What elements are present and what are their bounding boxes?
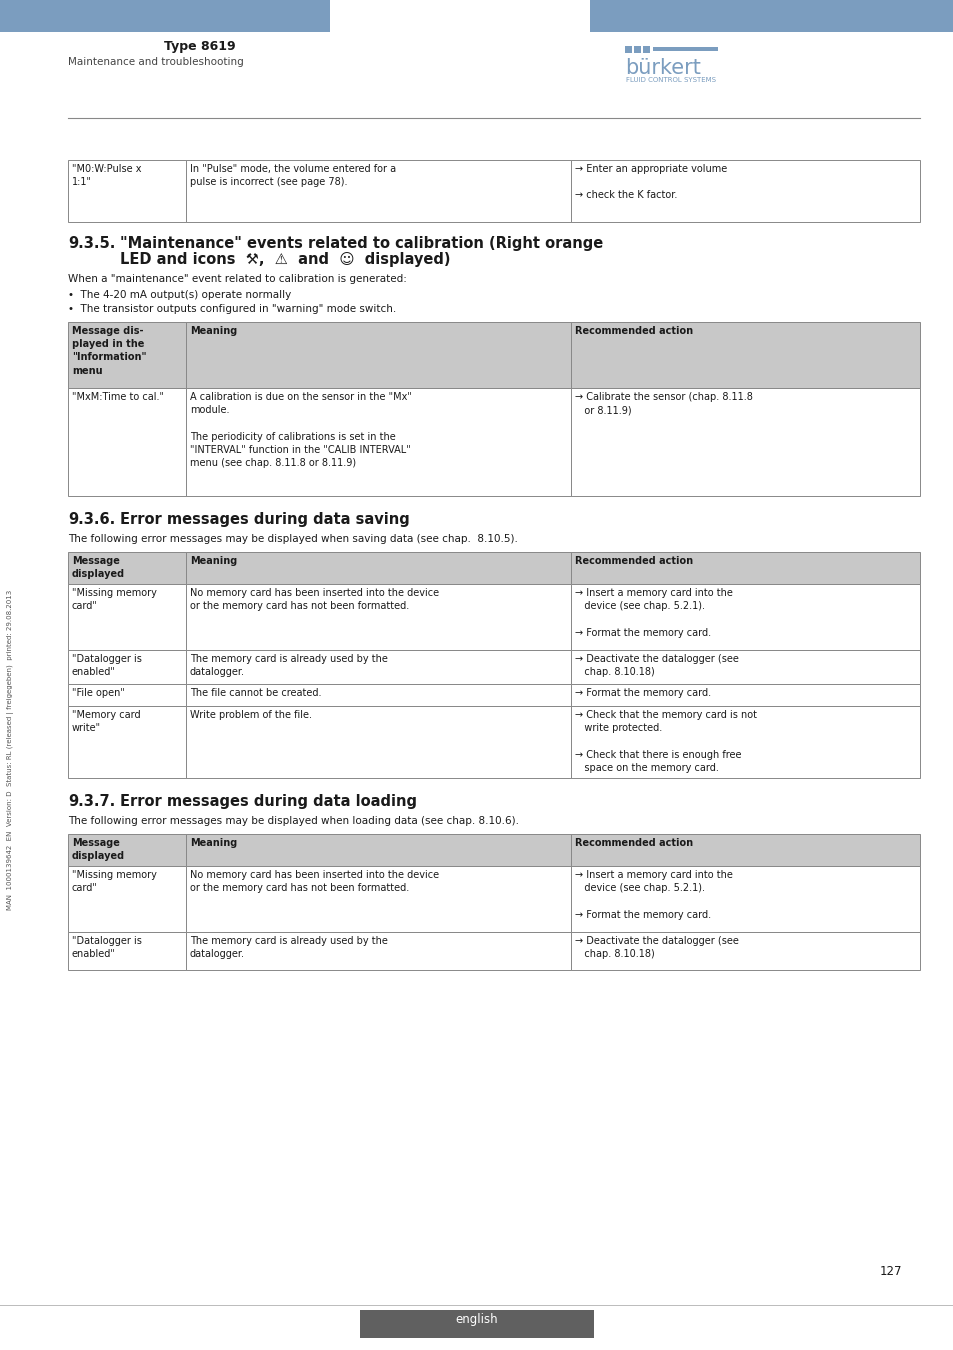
Text: Meaning: Meaning — [190, 838, 237, 848]
Bar — [186, 834, 571, 865]
Bar — [186, 865, 571, 931]
Text: → Enter an appropriate volume

→ check the K factor.: → Enter an appropriate volume → check th… — [575, 163, 726, 200]
Text: → Check that the memory card is not
   write protected.

→ Check that there is e: → Check that the memory card is not writ… — [575, 710, 757, 772]
Bar — [186, 706, 571, 778]
Text: Write problem of the file.: Write problem of the file. — [190, 710, 312, 720]
Bar — [186, 684, 571, 706]
Bar — [186, 323, 571, 387]
Text: 9.3.5.: 9.3.5. — [68, 236, 115, 251]
Bar — [571, 161, 919, 221]
Text: The memory card is already used by the
datalogger.: The memory card is already used by the d… — [190, 653, 388, 678]
Text: The following error messages may be displayed when saving data (see chap.  8.10.: The following error messages may be disp… — [68, 535, 517, 544]
Text: "Maintenance" events related to calibration (Right orange: "Maintenance" events related to calibrat… — [120, 236, 602, 251]
Bar — [571, 931, 919, 971]
Bar — [68, 323, 186, 387]
Text: english: english — [456, 1314, 497, 1326]
Bar — [652, 47, 718, 51]
Bar — [186, 649, 571, 684]
Bar — [68, 931, 186, 971]
Bar — [571, 387, 919, 495]
Text: → Format the memory card.: → Format the memory card. — [575, 688, 710, 698]
Bar — [571, 649, 919, 684]
Bar — [68, 387, 186, 495]
Text: MAN  1000139642  EN  Version: D  Status: RL (released | freigegeben)  printed: 2: MAN 1000139642 EN Version: D Status: RL … — [8, 590, 14, 910]
Bar — [186, 931, 571, 971]
Text: Meaning: Meaning — [190, 325, 237, 336]
Text: Error messages during data loading: Error messages during data loading — [120, 794, 416, 809]
Text: → Insert a memory card into the
   device (see chap. 5.2.1).

→ Format the memor: → Insert a memory card into the device (… — [575, 869, 732, 919]
Bar — [0, 0, 330, 32]
Bar — [571, 552, 919, 585]
Text: "Datalogger is
enabled": "Datalogger is enabled" — [71, 653, 142, 678]
Text: "Datalogger is
enabled": "Datalogger is enabled" — [71, 936, 142, 960]
Bar — [68, 865, 186, 931]
Text: Message
displayed: Message displayed — [71, 556, 125, 579]
Text: Recommended action: Recommended action — [575, 556, 693, 566]
Bar — [571, 834, 919, 865]
Bar — [359, 1310, 594, 1338]
Bar — [571, 323, 919, 387]
Text: No memory card has been inserted into the device
or the memory card has not been: No memory card has been inserted into th… — [190, 869, 438, 894]
Text: •  The transistor outputs configured in "warning" mode switch.: • The transistor outputs configured in "… — [68, 304, 395, 315]
Bar — [68, 649, 186, 684]
Bar — [642, 46, 649, 53]
Text: Message dis-
played in the
"Information"
menu: Message dis- played in the "Information"… — [71, 325, 147, 375]
Bar — [571, 706, 919, 778]
Bar — [68, 585, 186, 649]
Text: "Memory card
write": "Memory card write" — [71, 710, 140, 733]
Text: 9.3.6.: 9.3.6. — [68, 512, 115, 526]
Text: "M0:W:Pulse x
1:1": "M0:W:Pulse x 1:1" — [71, 163, 141, 188]
Text: → Calibrate the sensor (chap. 8.11.8
   or 8.11.9): → Calibrate the sensor (chap. 8.11.8 or … — [575, 392, 752, 416]
Text: Message
displayed: Message displayed — [71, 838, 125, 861]
Bar — [186, 552, 571, 585]
Bar — [68, 706, 186, 778]
Text: The memory card is already used by the
datalogger.: The memory card is already used by the d… — [190, 936, 388, 960]
Text: Type 8619: Type 8619 — [164, 40, 235, 53]
Text: "File open": "File open" — [71, 688, 125, 698]
Text: FLUID CONTROL SYSTEMS: FLUID CONTROL SYSTEMS — [625, 77, 716, 82]
Text: Maintenance and troubleshooting: Maintenance and troubleshooting — [68, 57, 244, 68]
Text: •  The 4-20 mA output(s) operate normally: • The 4-20 mA output(s) operate normally — [68, 290, 291, 300]
Bar — [186, 585, 571, 649]
Text: bürkert: bürkert — [624, 58, 700, 78]
Bar — [624, 46, 631, 53]
Text: LED and icons  ⚒,  ⚠  and  ☺  displayed): LED and icons ⚒, ⚠ and ☺ displayed) — [120, 252, 450, 267]
Text: The file cannot be created.: The file cannot be created. — [190, 688, 321, 698]
Text: Recommended action: Recommended action — [575, 838, 693, 848]
Text: "Missing memory
card": "Missing memory card" — [71, 589, 156, 612]
Text: → Insert a memory card into the
   device (see chap. 5.2.1).

→ Format the memor: → Insert a memory card into the device (… — [575, 589, 732, 637]
Text: Error messages during data saving: Error messages during data saving — [120, 512, 410, 526]
Text: No memory card has been inserted into the device
or the memory card has not been: No memory card has been inserted into th… — [190, 589, 438, 612]
Bar — [634, 46, 640, 53]
Text: The following error messages may be displayed when loading data (see chap. 8.10.: The following error messages may be disp… — [68, 815, 518, 826]
Bar — [571, 585, 919, 649]
Text: A calibration is due on the sensor in the "Mx"
module.

The periodicity of calib: A calibration is due on the sensor in th… — [190, 392, 412, 468]
Text: "MxM:Time to cal.": "MxM:Time to cal." — [71, 392, 164, 402]
Text: → Deactivate the datalogger (see
   chap. 8.10.18): → Deactivate the datalogger (see chap. 8… — [575, 936, 739, 960]
Text: Recommended action: Recommended action — [575, 325, 693, 336]
Text: When a "maintenance" event related to calibration is generated:: When a "maintenance" event related to ca… — [68, 274, 406, 284]
Bar — [571, 865, 919, 931]
Text: 127: 127 — [879, 1265, 902, 1278]
Bar — [186, 387, 571, 495]
Bar — [589, 0, 953, 32]
Bar — [68, 552, 186, 585]
Bar — [68, 161, 186, 221]
Bar — [68, 684, 186, 706]
Text: 9.3.7.: 9.3.7. — [68, 794, 115, 809]
Bar — [68, 834, 186, 865]
Bar — [571, 684, 919, 706]
Bar — [186, 161, 571, 221]
Text: Meaning: Meaning — [190, 556, 237, 566]
Text: In "Pulse" mode, the volume entered for a
pulse is incorrect (see page 78).: In "Pulse" mode, the volume entered for … — [190, 163, 395, 188]
Text: → Deactivate the datalogger (see
   chap. 8.10.18): → Deactivate the datalogger (see chap. 8… — [575, 653, 739, 678]
Text: "Missing memory
card": "Missing memory card" — [71, 869, 156, 894]
